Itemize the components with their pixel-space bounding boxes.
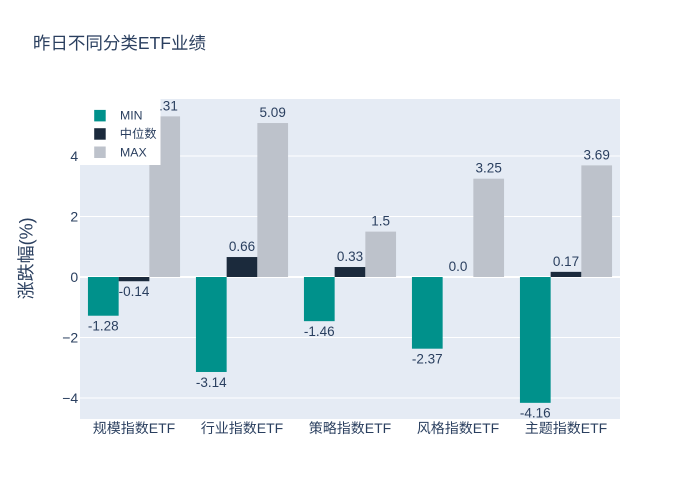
svg-text:ETF: ETF (257, 420, 283, 436)
svg-text:−4: −4 (62, 390, 78, 406)
svg-text:3.69: 3.69 (584, 147, 610, 162)
svg-text:3.25: 3.25 (476, 161, 502, 176)
svg-text:0.17: 0.17 (553, 254, 579, 269)
svg-text:-1.46: -1.46 (304, 324, 335, 339)
svg-text:ETF: ETF (473, 420, 499, 436)
svg-text:0.33: 0.33 (337, 249, 363, 264)
svg-text:-2.37: -2.37 (412, 352, 443, 367)
svg-text:ETF: ETF (138, 33, 171, 53)
svg-text:5.09: 5.09 (260, 105, 286, 120)
svg-text:ETF: ETF (365, 420, 391, 436)
svg-text:0.0: 0.0 (449, 259, 468, 274)
svg-text:−2: −2 (62, 329, 78, 345)
svg-text:0.66: 0.66 (229, 239, 255, 254)
svg-text:MIN: MIN (120, 109, 143, 123)
svg-text:ETF: ETF (581, 420, 607, 436)
svg-text:1.5: 1.5 (371, 214, 390, 229)
svg-text:-4.16: -4.16 (520, 406, 551, 421)
svg-text:MAX: MAX (120, 145, 147, 159)
svg-text:-1.28: -1.28 (88, 319, 119, 334)
svg-text:2: 2 (70, 208, 78, 224)
svg-text:(%): (%) (16, 217, 36, 245)
svg-text:0: 0 (70, 269, 78, 285)
svg-text:-0.14: -0.14 (119, 284, 150, 299)
svg-text:-3.14: -3.14 (196, 375, 227, 390)
svg-text:ETF: ETF (149, 420, 175, 436)
svg-text:4: 4 (70, 148, 78, 164)
